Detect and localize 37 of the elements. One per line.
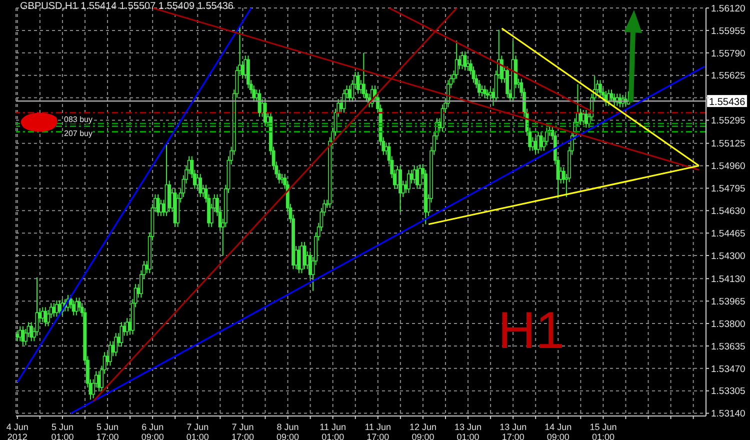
y-tick-label: 1.53965 xyxy=(711,296,746,308)
y-tick-label: 1.54630 xyxy=(711,206,746,218)
ref-line-label: 207 buy xyxy=(64,128,92,138)
y-tick-label: 1.53140 xyxy=(711,408,746,420)
x-tick-label: 11 Jun 17:00 xyxy=(364,422,392,440)
x-tick-label: 7 Jun 17:00 xyxy=(231,422,254,440)
x-tick-label: 11 Jun 01:00 xyxy=(320,422,346,440)
x-tick-label: 14 Jun 09:00 xyxy=(544,422,572,440)
x-tick-label: 13 Jun 01:00 xyxy=(454,422,482,440)
x-tick-label: 5 Jun 17:00 xyxy=(96,422,119,440)
y-tick-label: 1.56120 xyxy=(711,3,746,14)
y-tick-label: 1.55790 xyxy=(711,48,746,60)
y-tick-label: 1.54130 xyxy=(711,274,746,286)
ref-line-label: 083 buy xyxy=(64,115,92,124)
y-tick-label: 1.54960 xyxy=(711,161,746,172)
y-tick-label: 1.55295 xyxy=(711,116,746,127)
y-tick-label: 1.55125 xyxy=(711,138,746,150)
chart-title: GBPUSD,H1 1.55414 1.55507 1.55409 1.55436 xyxy=(20,1,234,12)
y-tick-label: 1.54795 xyxy=(711,184,746,195)
y-tick-label: 1.55625 xyxy=(711,70,746,82)
x-tick-label: 8 Jun 09:00 xyxy=(276,422,300,440)
x-tick-label: 13 Jun 17:00 xyxy=(500,422,527,440)
y-tick-label: 1.53470 xyxy=(711,364,746,375)
ref-line-label: 1.55436 xyxy=(709,97,746,108)
x-tick-label: 6 Jun 09:00 xyxy=(141,422,164,440)
y-tick-label: 1.55955 xyxy=(711,26,746,37)
x-tick-label: 5 Jun 01:00 xyxy=(51,422,74,440)
x-tick-label: 15 Jun 01:00 xyxy=(590,422,617,440)
x-tick-label: 4 Jun 2012 xyxy=(6,422,28,440)
x-tick-label: 12 Jun 09:00 xyxy=(409,422,436,440)
x-tick-label: 7 Jun 01:00 xyxy=(186,422,209,440)
y-tick-label: 1.54465 xyxy=(711,228,746,240)
y-tick-label: 1.54300 xyxy=(711,250,746,262)
annotation: H1 xyxy=(498,302,564,360)
y-tick-label: 1.53635 xyxy=(711,341,746,352)
y-tick-label: 1.53305 xyxy=(711,386,746,398)
y-tick-label: 1.53800 xyxy=(711,318,746,330)
